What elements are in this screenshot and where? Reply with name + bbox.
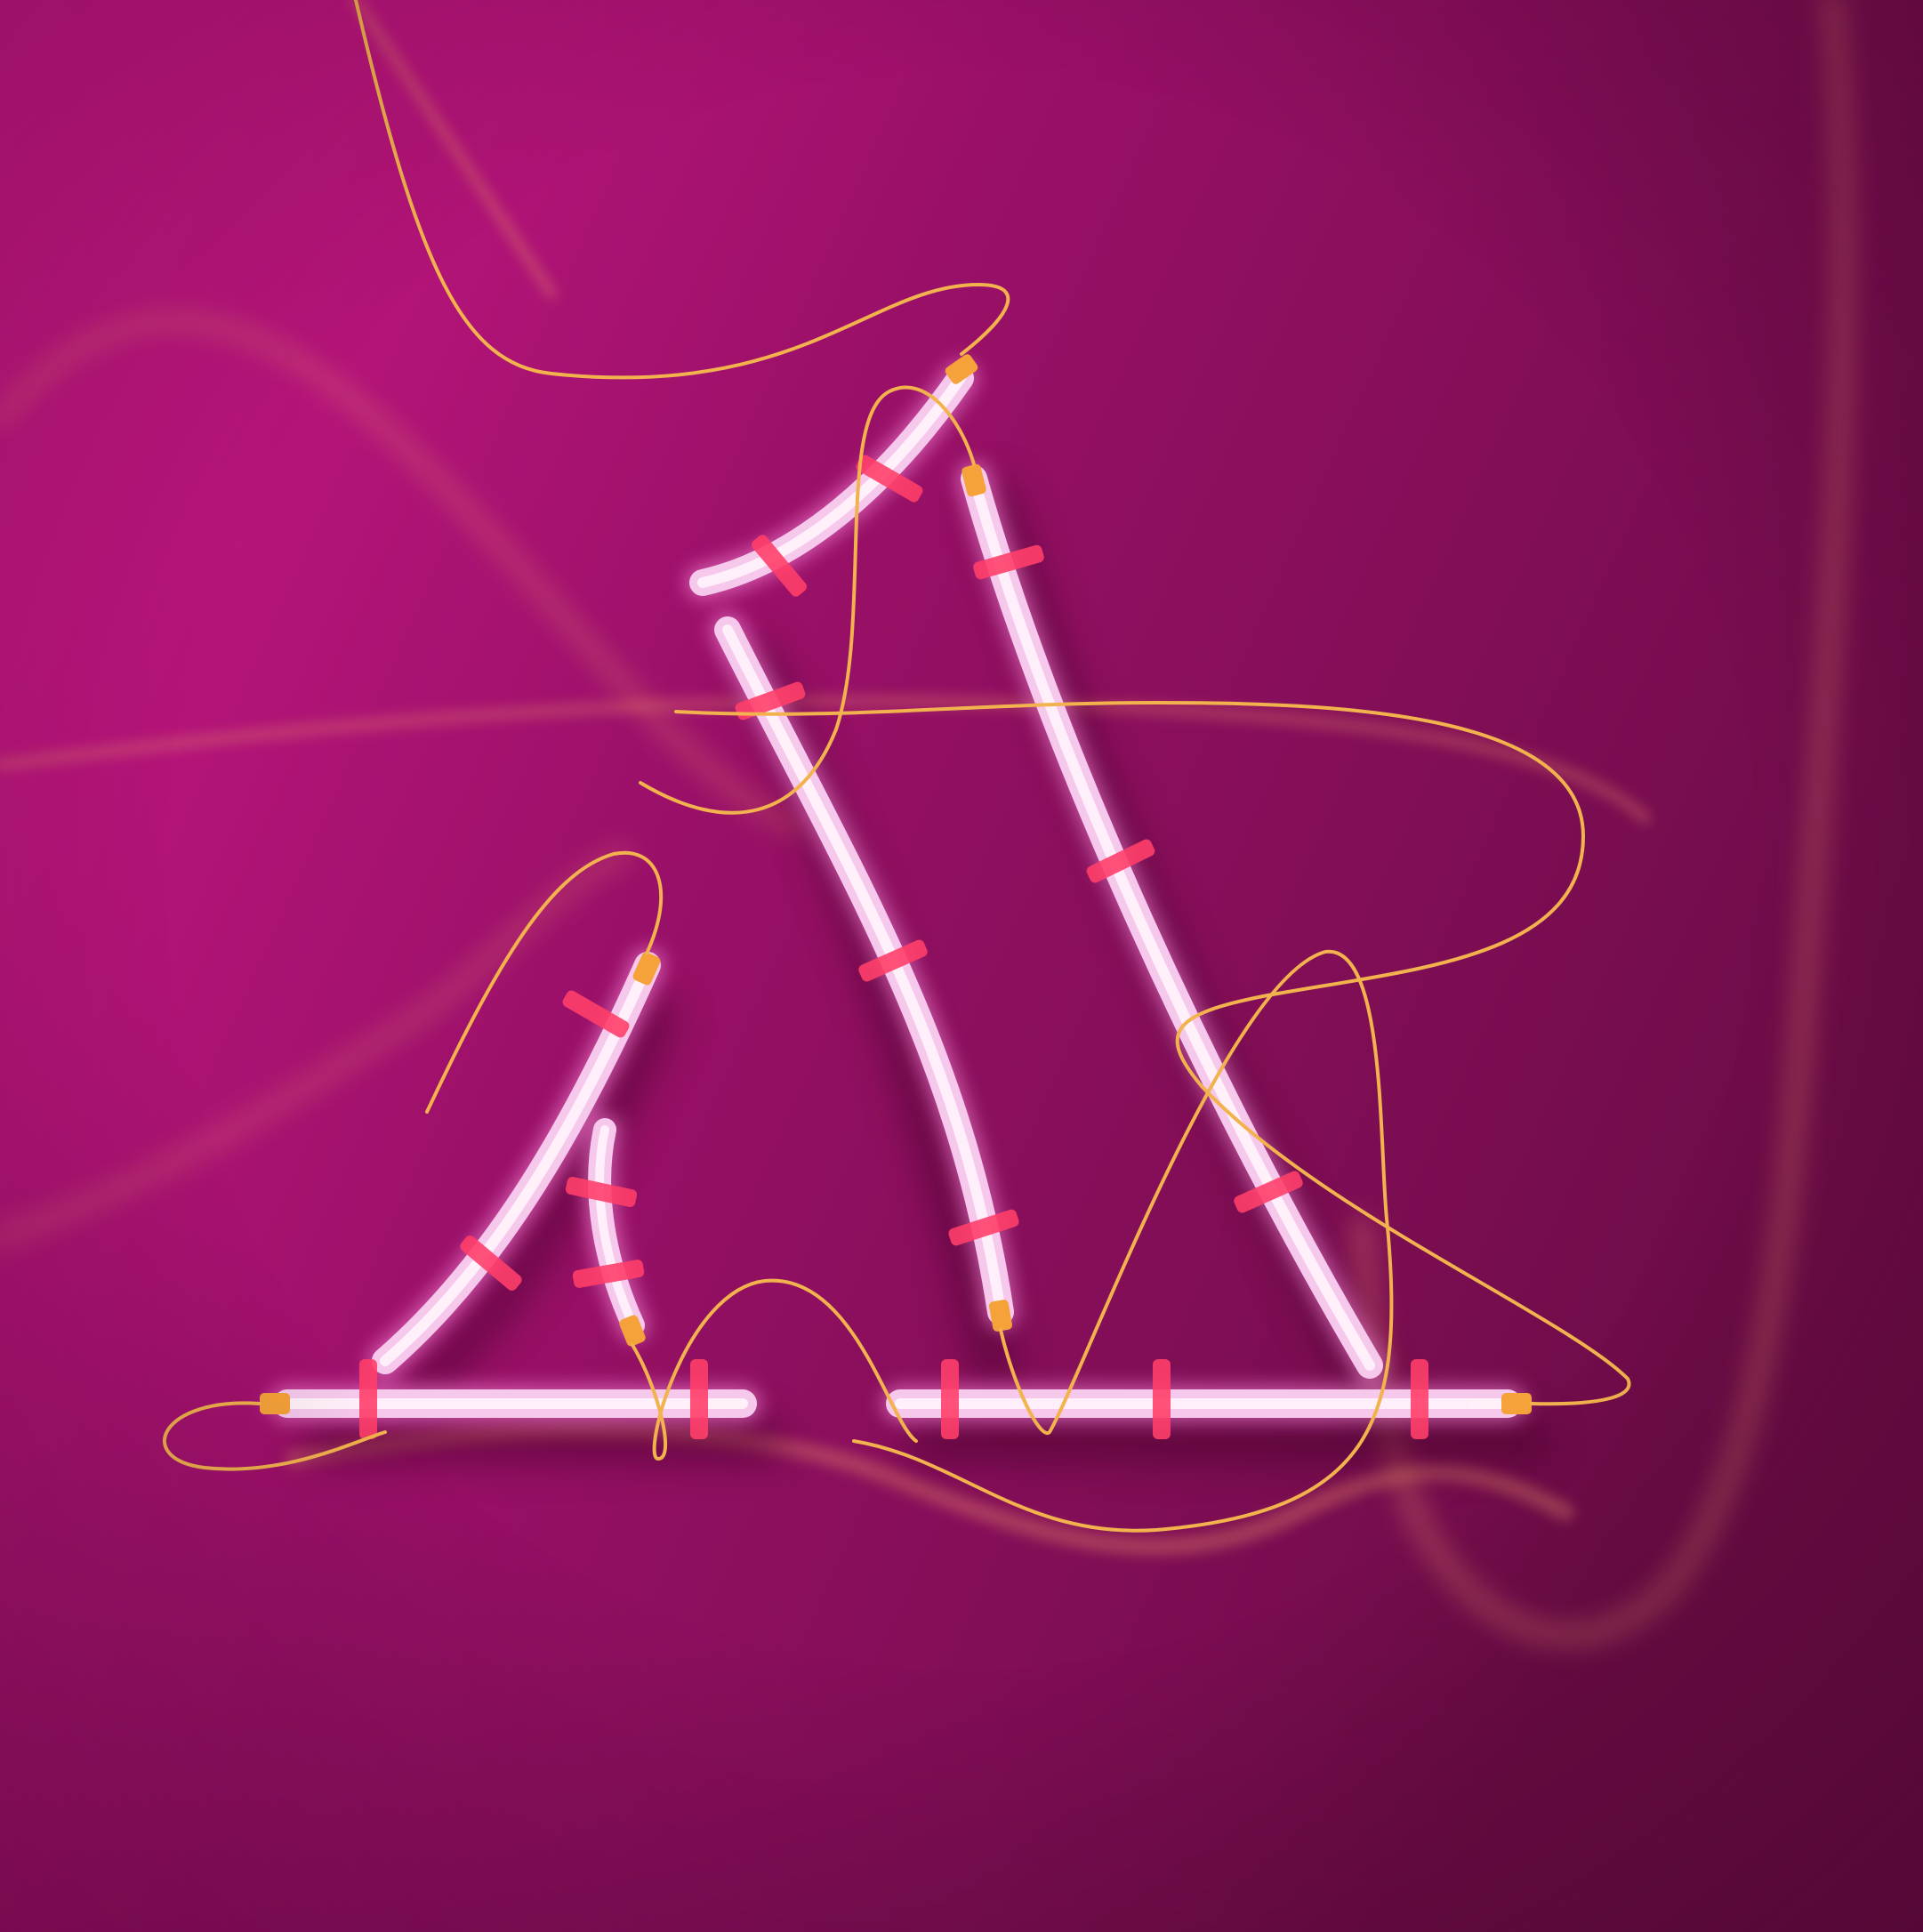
vignette-overlay	[0, 0, 1923, 1932]
neon-letter-artwork	[0, 0, 1923, 1932]
neon-scene	[0, 0, 1923, 1932]
